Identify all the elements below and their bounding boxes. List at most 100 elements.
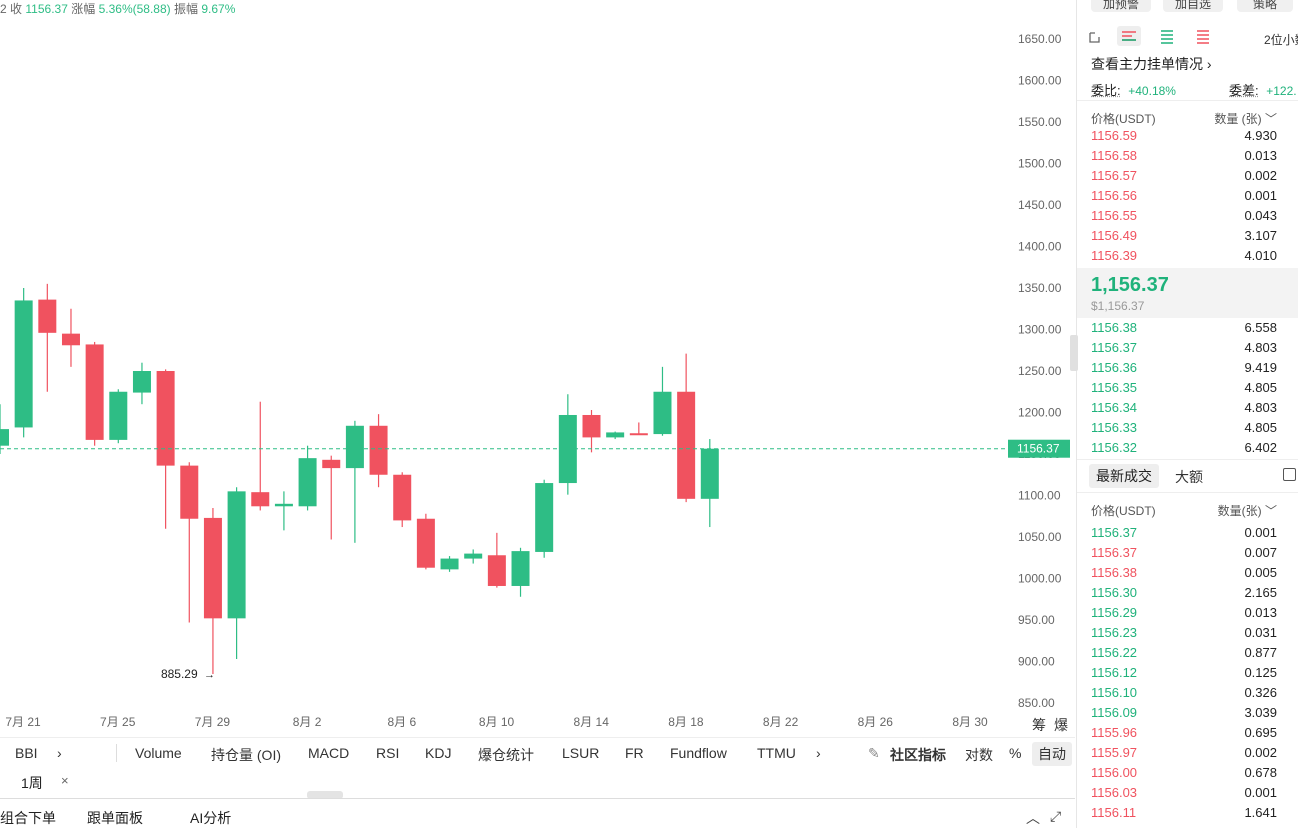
trade-price: 1156.37 — [1091, 525, 1138, 540]
current-price-tag — [1008, 439, 1070, 458]
bids-view-icon[interactable] — [1159, 28, 1175, 44]
trade-price: 1156.29 — [1091, 605, 1138, 620]
indicator-liquidation[interactable]: 爆仓统计 — [478, 747, 534, 763]
indicator-fr[interactable]: FR — [625, 745, 644, 761]
ask-price: 1156.56 — [1091, 188, 1138, 203]
trade-qty-header[interactable]: 数量(张) ﹀ — [1217, 504, 1277, 518]
bid-row[interactable]: 1156.38 6.558 — [1091, 320, 1277, 340]
change-label: 涨幅 — [71, 2, 96, 16]
panel-collapse-handle[interactable] — [1070, 335, 1078, 371]
trade-row[interactable]: 1156.23 0.031 — [1091, 625, 1277, 645]
x-tick-label: 8月 2 — [293, 715, 322, 729]
close-timeframe-icon[interactable]: × — [61, 773, 69, 788]
trade-row[interactable]: 1156.00 0.678 — [1091, 765, 1277, 785]
order-book-panel: 加预警 加自选 策略 2位小数 查看主力挂单情况 › 委比: +40.18% 委… — [1076, 0, 1298, 828]
indicator-oi[interactable]: 持仓量 (OI) — [211, 747, 281, 763]
indicator-volume[interactable]: Volume — [135, 745, 182, 761]
indicator-lsur[interactable]: LSUR — [562, 745, 600, 761]
log-scale-toggle[interactable]: 对数 — [965, 747, 993, 763]
edit-icon[interactable]: ✎ — [868, 745, 880, 761]
bid-row[interactable]: 1156.37 4.803 — [1091, 340, 1277, 360]
trade-qty: 2.165 — [1244, 585, 1277, 600]
indicator-fundflow[interactable]: Fundflow — [670, 745, 727, 761]
arrow-right-icon: → — [204, 669, 215, 681]
bid-qty: 6.558 — [1244, 320, 1277, 335]
external-link-icon[interactable] — [1087, 30, 1103, 44]
ask-row[interactable]: 1156.58 0.013 — [1091, 148, 1277, 168]
trade-row[interactable]: 1156.30 2.165 — [1091, 585, 1277, 605]
trade-row[interactable]: 1155.97 0.002 — [1091, 745, 1277, 765]
ask-price: 1156.59 — [1091, 128, 1138, 143]
candle-body — [369, 425, 388, 475]
indicator-ttmu[interactable]: TTMU — [757, 745, 796, 761]
panel-resize-handle[interactable] — [307, 791, 343, 799]
both-sides-view-icon[interactable] — [1117, 26, 1141, 46]
close-value: 1156.37 — [25, 2, 68, 16]
add-alert-button[interactable]: 加预警 — [1091, 0, 1151, 12]
bid-row[interactable]: 1156.34 4.803 — [1091, 400, 1277, 420]
bid-row[interactable]: 1156.36 9.419 — [1091, 360, 1277, 380]
tab-copy-panel[interactable]: 跟单面板 — [87, 810, 143, 826]
asks-view-icon[interactable] — [1195, 28, 1211, 44]
tab-ai-analysis[interactable]: AI分析 — [190, 810, 232, 826]
candle-body — [700, 448, 719, 499]
ask-row[interactable]: 1156.56 0.001 — [1091, 188, 1277, 208]
percent-scale-toggle[interactable]: % — [1009, 745, 1022, 761]
x-tick-label: 8月 6 — [387, 715, 416, 729]
ask-row[interactable]: 1156.59 4.930 — [1091, 128, 1277, 148]
indicator-kdj[interactable]: KDJ — [425, 745, 452, 761]
order-ratio: 委比: +40.18% — [1091, 80, 1176, 99]
trade-row[interactable]: 1156.38 0.005 — [1091, 565, 1277, 585]
bbi-arrow-icon[interactable]: › — [57, 745, 62, 761]
expand-icon[interactable]: ⤢ — [1050, 808, 1062, 824]
trade-row[interactable]: 1156.11 1.641 — [1091, 805, 1277, 825]
main-orders-link[interactable]: 查看主力挂单情况 › — [1091, 54, 1212, 74]
trade-row[interactable]: 1156.37 0.001 — [1091, 525, 1277, 545]
ask-row[interactable]: 1156.57 0.002 — [1091, 168, 1277, 188]
bid-row[interactable]: 1156.35 4.805 — [1091, 380, 1277, 400]
qty-header[interactable]: 数量 (张) ﹀ — [1214, 112, 1277, 126]
indicator-macd[interactable]: MACD — [308, 745, 350, 761]
ask-row[interactable]: 1156.39 4.010 — [1091, 248, 1277, 268]
bid-row[interactable]: 1156.33 4.805 — [1091, 420, 1277, 440]
indicator-rsi[interactable]: RSI — [376, 745, 400, 761]
tab-combo-order[interactable]: 组合下单 — [0, 810, 56, 826]
y-tick-label: 1050.00 — [1018, 530, 1062, 544]
tab-large-trades[interactable]: 大额 — [1175, 469, 1203, 485]
tab-latest-trades[interactable]: 最新成交 — [1089, 464, 1159, 488]
more-indicators-icon[interactable]: › — [816, 745, 821, 761]
bid-qty: 4.805 — [1244, 420, 1277, 435]
strategy-button[interactable]: 策略 — [1237, 0, 1293, 12]
bbi-indicator[interactable]: BBI — [15, 745, 38, 761]
decimals-select[interactable]: 2位小数 — [1264, 33, 1298, 47]
x-tick-label: 8月 26 — [858, 715, 894, 729]
trade-row[interactable]: 1156.09 3.039 — [1091, 705, 1277, 725]
liquidation-toggle[interactable]: 爆 — [1054, 717, 1068, 733]
x-tick-label: 7月 21 — [5, 715, 41, 729]
trade-row[interactable]: 1156.29 0.013 — [1091, 605, 1277, 625]
diff-value: +122. — [1266, 84, 1297, 98]
chip-toggle[interactable]: 筹 — [1032, 717, 1046, 733]
trade-price: 1156.09 — [1091, 705, 1138, 720]
y-tick-label: 1600.00 — [1018, 74, 1062, 88]
trade-row[interactable]: 1156.03 0.001 — [1091, 785, 1277, 805]
candle-body — [393, 474, 412, 521]
ask-row[interactable]: 1156.49 3.107 — [1091, 228, 1277, 248]
collapse-icon[interactable]: ︿ — [1026, 810, 1040, 826]
timeframe-tab[interactable]: 1周 — [21, 775, 43, 791]
bid-row[interactable]: 1156.32 6.402 — [1091, 440, 1277, 460]
ask-row[interactable]: 1156.55 0.043 — [1091, 208, 1277, 228]
trade-row[interactable]: 1156.22 0.877 — [1091, 645, 1277, 665]
trade-row[interactable]: 1156.37 0.007 — [1091, 545, 1277, 565]
trade-row[interactable]: 1156.10 0.326 — [1091, 685, 1277, 705]
community-indicators[interactable]: 社区指标 — [890, 747, 946, 763]
trade-row[interactable]: 1156.12 0.125 — [1091, 665, 1277, 685]
close-label: 收 — [10, 2, 23, 16]
auto-scale-toggle[interactable]: 自动 — [1032, 742, 1072, 766]
candlestick-chart[interactable]: 1650.00 1600.00 1550.00 1500.00 1450.00 1400.… — [0, 20, 1075, 735]
y-tick-label: 1550.00 — [1018, 115, 1062, 129]
large-trades-checkbox[interactable] — [1283, 468, 1296, 481]
candle-body — [511, 551, 530, 586]
add-watchlist-button[interactable]: 加自选 — [1163, 0, 1223, 12]
trade-row[interactable]: 1155.96 0.695 — [1091, 725, 1277, 745]
